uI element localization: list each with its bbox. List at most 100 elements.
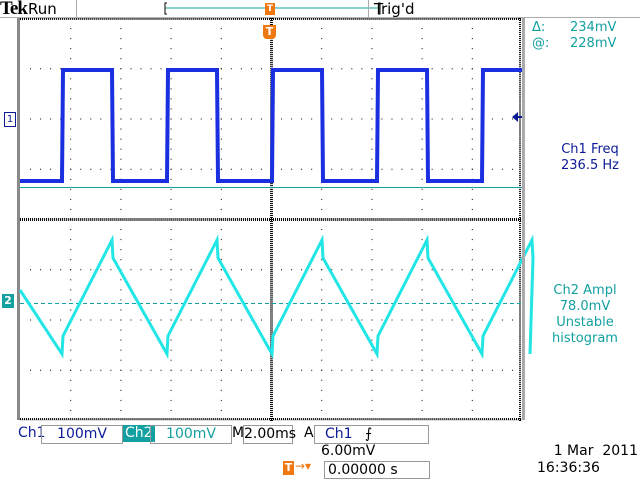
edge-tick	[403, 418, 405, 420]
edge-tick	[66, 18, 68, 20]
center-tick	[20, 218, 21, 221]
edge-tick	[519, 325, 521, 327]
center-tick	[447, 218, 449, 221]
center-tick	[270, 237, 273, 239]
edge-tick	[297, 418, 299, 420]
grid-dot	[301, 118, 303, 120]
grid-dot	[471, 339, 473, 341]
center-tick	[335, 218, 337, 221]
center-tick	[501, 218, 503, 221]
center-tick	[443, 218, 445, 221]
trigger-position-value[interactable]: 0.00000 s	[324, 461, 430, 479]
grid-dot	[331, 168, 333, 170]
grid-dot	[471, 249, 473, 251]
timebase-value[interactable]: 2.00ms	[243, 425, 297, 444]
grid-dot	[381, 319, 383, 321]
edge-tick	[519, 393, 521, 395]
grid-dot	[441, 269, 443, 271]
edge-tick	[503, 18, 505, 20]
edge-tick	[505, 418, 507, 420]
center-tick	[270, 245, 273, 247]
trigger-marker[interactable]: T	[263, 25, 276, 39]
grid-dot	[461, 269, 463, 271]
center-tick	[337, 218, 339, 221]
edge-tick	[271, 418, 272, 420]
grid-dot	[190, 118, 192, 120]
edge-tick	[413, 18, 415, 20]
grid-dot	[511, 118, 513, 120]
center-tick	[333, 218, 335, 221]
edge-tick	[222, 18, 224, 20]
grid-dot	[70, 349, 72, 351]
edge-tick	[100, 418, 102, 420]
center-tick	[270, 58, 273, 60]
grid-dot	[471, 58, 473, 60]
edge-tick	[104, 418, 106, 420]
grid-dot	[170, 98, 172, 100]
edge-tick	[437, 18, 439, 20]
ch1-label[interactable]: Ch1	[18, 425, 46, 441]
ch2-meas-status2: histogram	[552, 331, 618, 346]
center-tick	[270, 263, 273, 265]
trigger-settings[interactable]: Ch1 ⨍ 6.00mV	[314, 425, 429, 459]
center-tick	[224, 218, 226, 221]
center-tick	[270, 375, 273, 377]
edge-tick	[258, 418, 260, 420]
edge-tick	[291, 418, 293, 420]
edge-tick	[98, 18, 100, 20]
edge-tick	[493, 18, 495, 20]
grid-dot	[40, 68, 42, 70]
center-tick	[270, 206, 273, 208]
ch1-scale[interactable]: 100mV	[41, 425, 123, 444]
center-tick	[397, 218, 399, 221]
grid-dot	[421, 178, 423, 180]
center-tick	[268, 218, 270, 221]
grid-dot	[70, 329, 72, 331]
edge-tick	[377, 18, 379, 20]
ch1-ground-marker[interactable]: 1	[4, 112, 16, 127]
center-tick	[270, 361, 273, 363]
grid-dot	[371, 128, 373, 130]
edge-tick	[258, 18, 260, 20]
grid-dot	[260, 68, 262, 70]
ch2-label[interactable]: Ch2	[123, 425, 155, 442]
center-tick	[270, 64, 273, 66]
ch2-ground-marker[interactable]: 2	[2, 294, 14, 308]
edge-tick	[242, 418, 244, 420]
grid-dot	[431, 319, 433, 321]
center-tick	[270, 255, 273, 257]
edge-tick	[519, 114, 521, 116]
edge-tick	[224, 418, 226, 420]
grid-dot	[240, 118, 242, 120]
center-tick	[158, 218, 160, 221]
center-tick	[168, 218, 170, 221]
center-tick	[449, 218, 451, 221]
edge-tick	[519, 391, 521, 393]
grid-dot	[331, 269, 333, 271]
grid-dot	[170, 188, 172, 190]
center-tick	[270, 365, 273, 367]
edge-tick	[126, 18, 128, 20]
edge-tick	[32, 418, 34, 420]
edge-tick	[363, 18, 365, 20]
edge-tick	[200, 18, 202, 20]
grid-dot	[471, 269, 473, 271]
grid-dot	[471, 98, 473, 100]
edge-tick	[154, 418, 156, 420]
ch2-scale[interactable]: 100mV	[150, 425, 232, 444]
edge-tick	[519, 154, 521, 156]
edge-tick	[519, 289, 521, 291]
center-tick	[270, 219, 273, 220]
center-tick	[467, 218, 469, 221]
time: 16:36:36	[537, 460, 600, 476]
center-tick	[270, 333, 273, 335]
center-tick	[313, 218, 315, 221]
edge-tick	[519, 335, 521, 337]
grid-dot	[421, 399, 423, 401]
edge-tick	[327, 18, 329, 20]
grid-dot	[371, 389, 373, 391]
grid-dot	[361, 168, 363, 170]
edge-tick	[375, 418, 377, 420]
edge-tick	[28, 418, 30, 420]
grid-dot	[120, 289, 122, 291]
